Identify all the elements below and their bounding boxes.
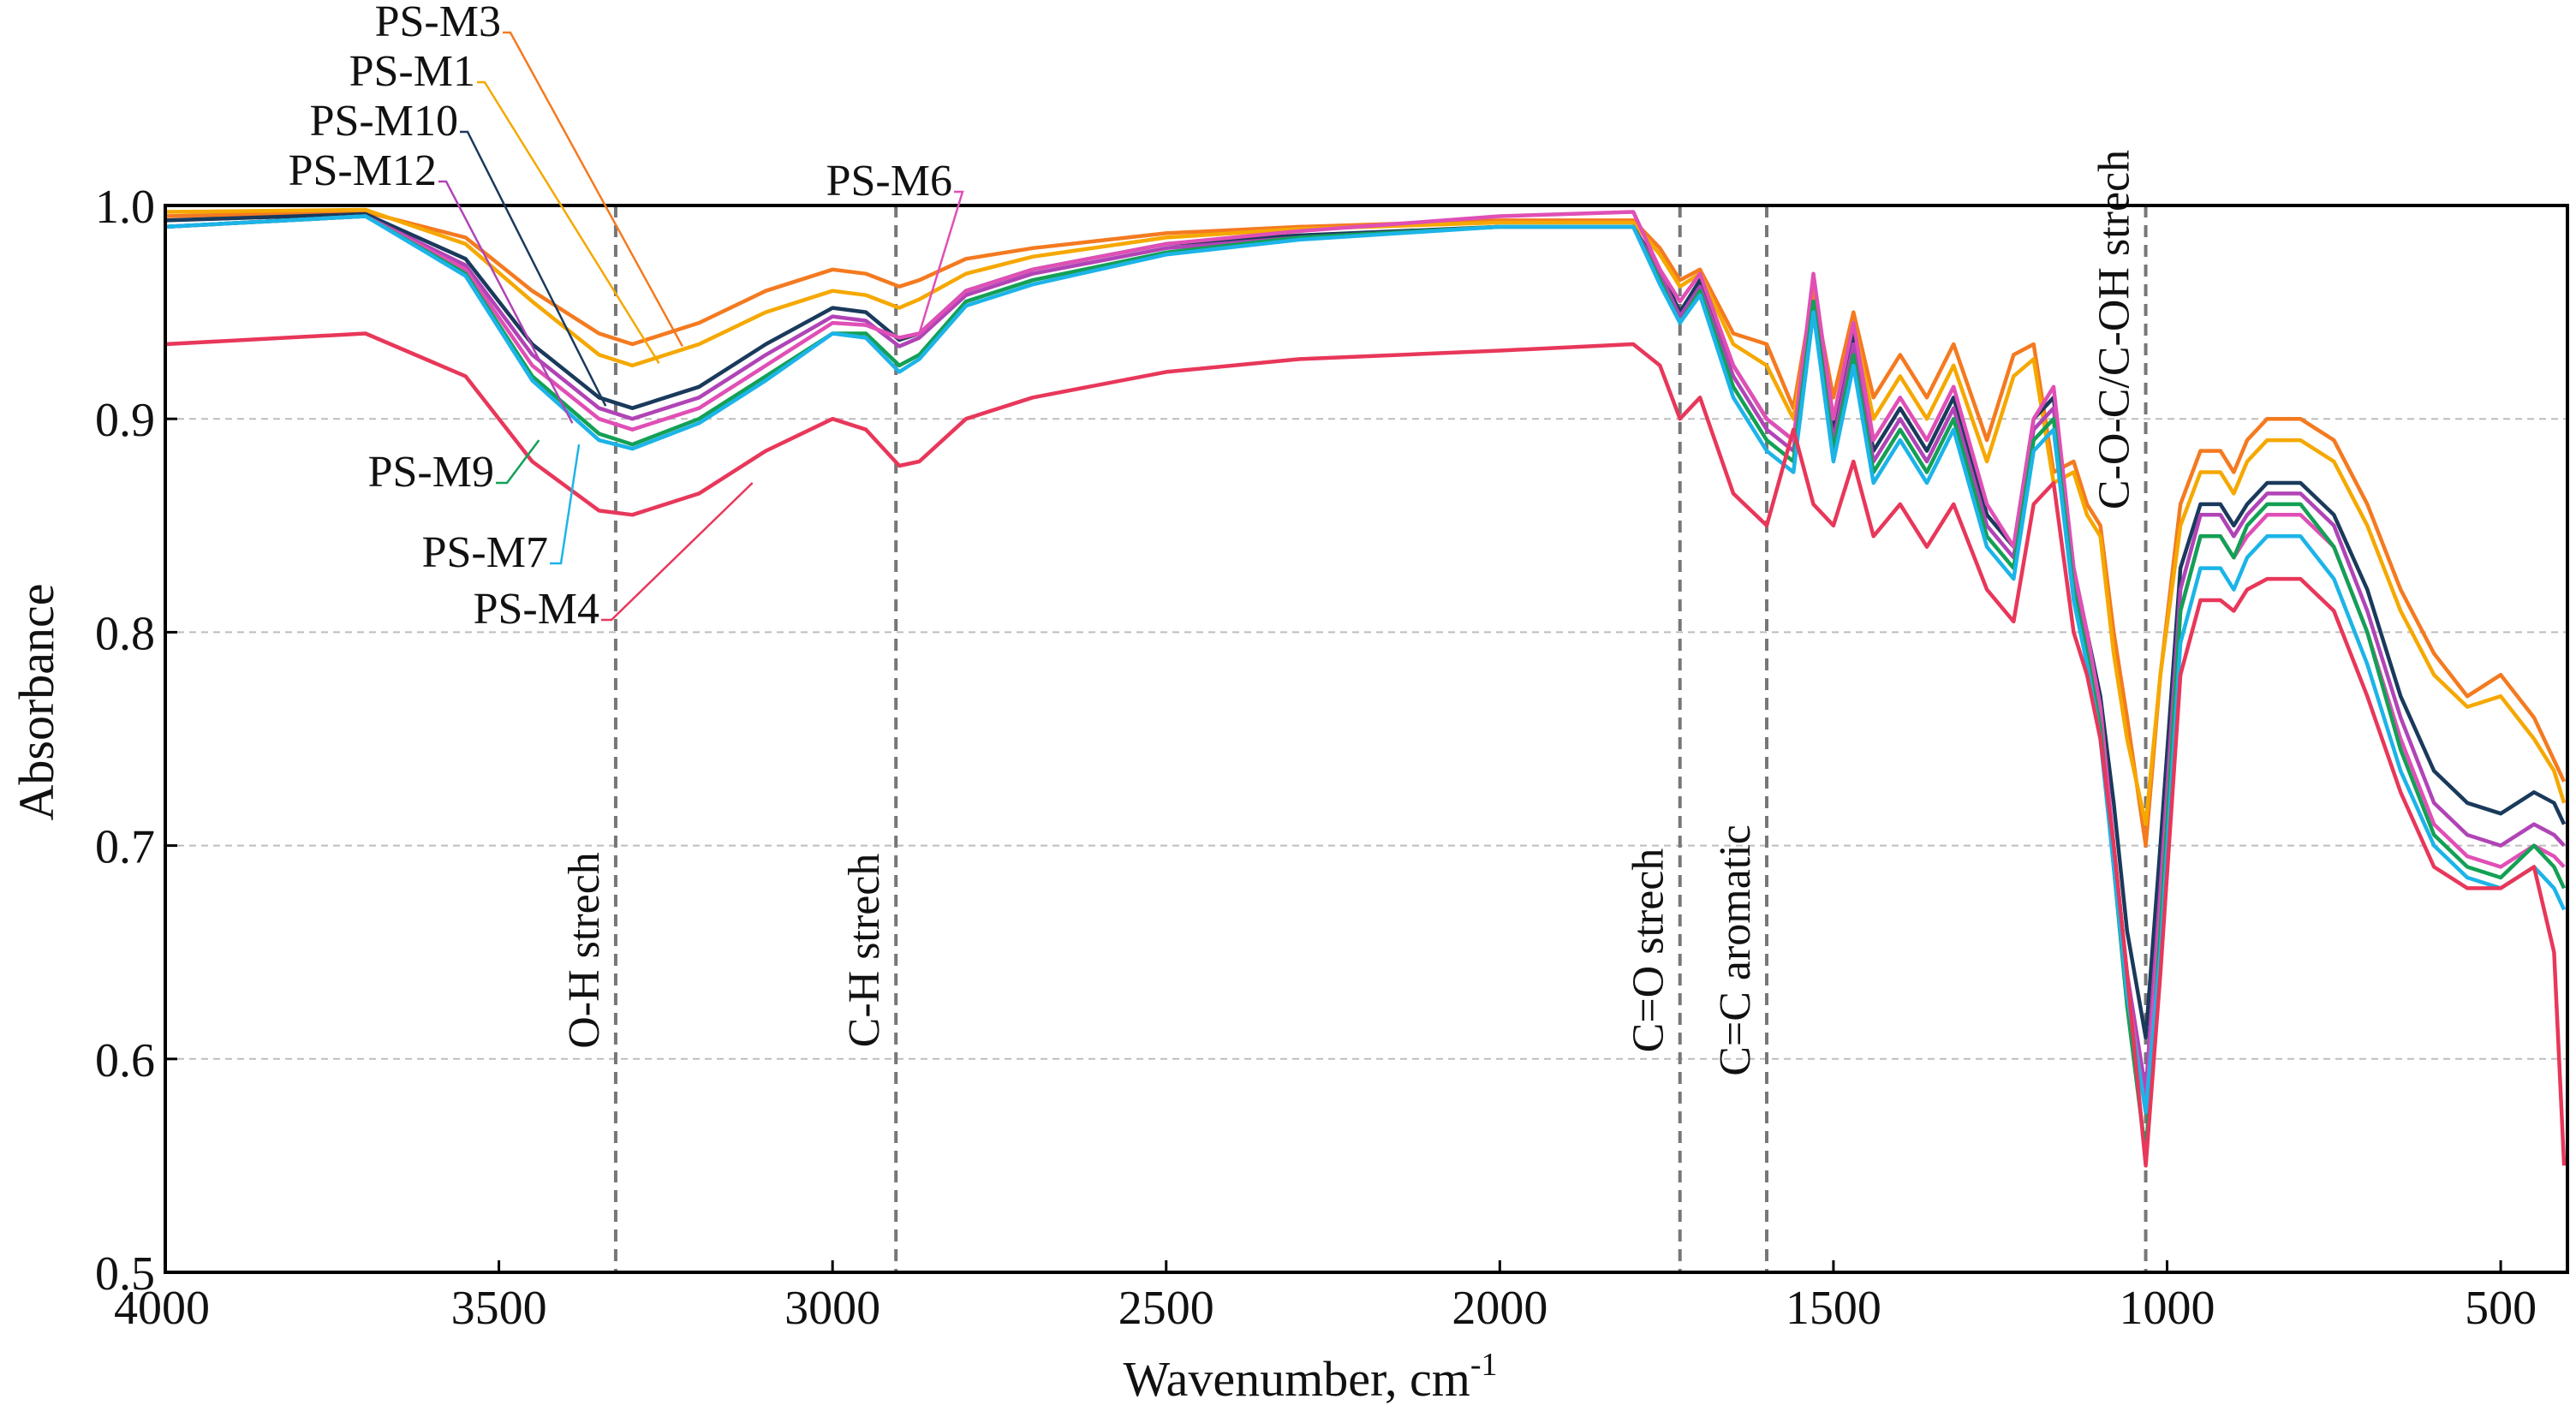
- series-label-ps-m10: PS-M10: [310, 97, 458, 146]
- series-line-ps-m3: [164, 210, 2567, 848]
- y-tick-label-3: 0.8: [95, 607, 155, 660]
- y-axis-label: Absorbance: [9, 583, 64, 820]
- series-label-ps-m9: PS-M9: [368, 448, 494, 497]
- x-axis-label-text: Wavenumber, cm: [1124, 1351, 1470, 1407]
- y-tick-label-1: 0.6: [95, 1034, 155, 1087]
- series-leader-ps-m10: [460, 130, 607, 407]
- series-label-ps-m4: PS-M4: [474, 585, 599, 634]
- series-leader-ps-m7: [550, 444, 581, 565]
- series-line-ps-m9: [164, 214, 2567, 1158]
- x-tick-label-4: 2000: [1452, 1282, 1547, 1335]
- reference-label-1: C-H strech: [840, 854, 889, 1048]
- series-leader-ps-m4: [601, 482, 754, 622]
- x-tick-label-7: 500: [2465, 1282, 2537, 1335]
- y-tick-label-5: 1.0: [95, 181, 155, 234]
- series-line-ps-m4: [164, 331, 2567, 1168]
- series-leader-ps-m1: [477, 80, 660, 365]
- series-leader-ps-m3: [503, 31, 683, 348]
- x-tick-label-1: 3500: [451, 1282, 547, 1335]
- series-label-ps-m1: PS-M1: [349, 47, 475, 96]
- y-tick-label-2: 0.7: [95, 821, 155, 874]
- series-label-ps-m7: PS-M7: [422, 528, 548, 577]
- series-leader-ps-m9: [496, 439, 540, 485]
- series-line-ps-m1: [164, 207, 2567, 826]
- x-tick-label-3: 2500: [1118, 1282, 1214, 1335]
- x-tick-label-2: 3000: [784, 1282, 880, 1335]
- reference-lines: O-H strech C-H strech C=O strech C=C aromat…: [560, 150, 2148, 1272]
- x-tick-label-5: 1500: [1786, 1282, 1881, 1335]
- reference-label-3: C=C aromatic: [1711, 825, 1760, 1076]
- series-line-ps-m12: [164, 214, 2566, 1093]
- series-label-ps-m6: PS-M6: [826, 157, 952, 205]
- reference-label-2: C=O strech: [1625, 848, 1673, 1053]
- axis-ticks: 0.5 0.6 0.7 0.8 0.9 1.0 4000 3500 3000 2500 2000 15…: [95, 181, 2537, 1335]
- reference-label-0: O-H strech: [560, 852, 609, 1049]
- reference-label-4: C-O-C/C-OH strech: [2090, 150, 2139, 509]
- series-leader-ps-m12: [438, 180, 574, 424]
- x-axis-label-superscript: -1: [1470, 1347, 1498, 1383]
- series-label-ps-m3: PS-M3: [375, 0, 501, 46]
- series-leader-ps-m6: [918, 190, 964, 334]
- spectra-series: [164, 207, 2567, 1168]
- series-label-ps-m12: PS-M12: [289, 146, 437, 195]
- series-line-ps-m7: [164, 214, 2567, 1115]
- x-tick-label-0: 4000: [114, 1282, 210, 1335]
- x-tick-label-6: 1000: [2120, 1282, 2215, 1335]
- series-line-ps-m6: [164, 210, 2566, 1115]
- x-axis-label: Wavenumber, cm-1: [1124, 1347, 1498, 1407]
- plot-frame: [164, 204, 2569, 1274]
- y-tick-label-0: 0.5: [95, 1247, 155, 1301]
- series-line-ps-m10: [164, 211, 2567, 1040]
- y-tick-label-4: 0.9: [95, 394, 155, 447]
